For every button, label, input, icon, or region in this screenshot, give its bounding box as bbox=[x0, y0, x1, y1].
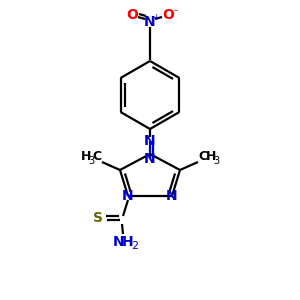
Text: H: H bbox=[206, 151, 216, 164]
Text: N: N bbox=[166, 189, 178, 203]
Text: 2: 2 bbox=[131, 241, 139, 251]
Text: N: N bbox=[144, 134, 156, 148]
Text: +: + bbox=[153, 13, 159, 22]
Text: H: H bbox=[122, 235, 134, 249]
Text: C: C bbox=[198, 151, 208, 164]
Text: N: N bbox=[144, 15, 156, 29]
Text: S: S bbox=[93, 211, 103, 225]
Text: -: - bbox=[173, 5, 177, 15]
Text: O: O bbox=[126, 8, 138, 22]
Text: O: O bbox=[162, 8, 174, 22]
Text: H: H bbox=[81, 151, 91, 164]
Text: 3: 3 bbox=[213, 156, 219, 166]
Text: N: N bbox=[144, 152, 156, 166]
Text: N: N bbox=[122, 189, 134, 203]
Text: 3: 3 bbox=[88, 156, 94, 166]
Text: N: N bbox=[113, 235, 125, 249]
Text: C: C bbox=[92, 151, 102, 164]
